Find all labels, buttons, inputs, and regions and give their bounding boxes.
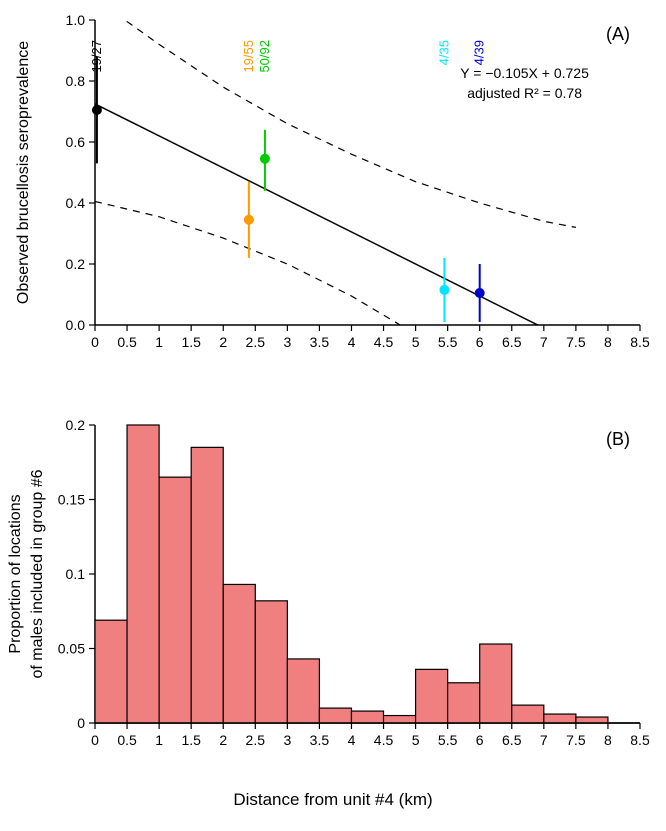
svg-text:1.5: 1.5 [181, 732, 201, 748]
x-axis-label-text: Distance from unit #4 (km) [233, 790, 432, 809]
svg-text:0.15: 0.15 [58, 492, 85, 508]
svg-text:0.05: 0.05 [58, 641, 85, 657]
x-axis-label: Distance from unit #4 (km) [0, 790, 666, 810]
panel-b-svg: 0 0.05 0.1 0.15 0.2 0 0.5 1 1.5 2 2.5 3 3.5 4 4.5 5 5.5 6… [0, 0, 666, 790]
svg-text:0: 0 [91, 732, 99, 748]
svg-text:(B): (B) [606, 429, 630, 449]
svg-text:7: 7 [540, 732, 548, 748]
svg-text:2: 2 [219, 732, 227, 748]
svg-text:0.5: 0.5 [117, 732, 137, 748]
svg-text:6.5: 6.5 [502, 732, 522, 748]
svg-text:of males included in group #6: of males included in group #6 [29, 469, 46, 678]
svg-text:8: 8 [604, 732, 612, 748]
svg-text:1: 1 [155, 732, 163, 748]
svg-text:7.5: 7.5 [566, 732, 586, 748]
svg-text:2.5: 2.5 [246, 732, 266, 748]
svg-text:4.5: 4.5 [374, 732, 394, 748]
svg-text:6: 6 [476, 732, 484, 748]
svg-text:5.5: 5.5 [438, 732, 458, 748]
panel-b: 0 0.05 0.1 0.15 0.2 0 0.5 1 1.5 2 2.5 3 3.5 4 4.5 5 5.5 6… [0, 0, 666, 790]
svg-text:8.5: 8.5 [630, 732, 650, 748]
svg-text:0.2: 0.2 [66, 417, 86, 433]
svg-text:3.5: 3.5 [310, 732, 330, 748]
figure-root: 0.00.20.40.60.81.000.511.522.533.544.555… [0, 0, 666, 831]
svg-text:Proportion of locations: Proportion of locations [7, 494, 24, 653]
svg-text:5: 5 [412, 732, 420, 748]
svg-text:3: 3 [283, 732, 291, 748]
svg-text:0.1: 0.1 [66, 566, 86, 582]
svg-text:4: 4 [348, 732, 356, 748]
svg-text:0: 0 [77, 715, 85, 731]
